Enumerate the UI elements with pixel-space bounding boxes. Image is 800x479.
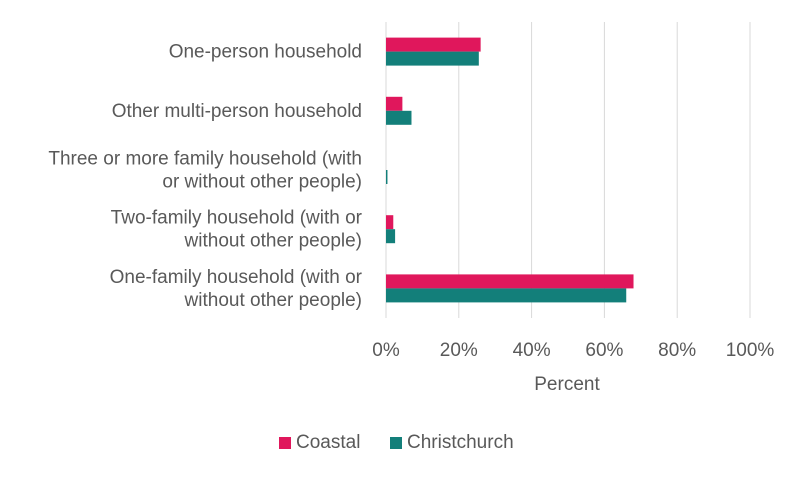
x-axis-ticks: 0% 20% 40% 60% 80% 100% [372, 340, 774, 361]
legend-label-christchurch: Christchurch [407, 432, 514, 453]
x-tick-label: 0% [372, 340, 400, 361]
legend-swatch-christchurch [390, 437, 402, 449]
bar-christchurch-4 [386, 288, 627, 303]
legend-label-coastal: Coastal [296, 432, 360, 453]
category-label: without other people) [184, 290, 362, 311]
bar-christchurch-2 [386, 170, 388, 184]
x-tick-label: 100% [726, 340, 775, 361]
x-axis-title: Percent [534, 374, 600, 395]
x-tick-label: 20% [440, 340, 478, 361]
bar-christchurch-0 [386, 51, 479, 66]
category-label: One-person household [169, 42, 362, 63]
bar-coastal-0 [386, 37, 481, 52]
category-labels: One-person household Other multi-person h… [48, 42, 362, 311]
gridlines [385, 22, 751, 318]
category-label: Other multi-person household [112, 101, 362, 122]
bar-christchurch-1 [386, 110, 412, 125]
x-tick-label: 40% [513, 340, 551, 361]
category-label: or without other people) [162, 172, 362, 193]
bar-christchurch-3 [386, 229, 396, 244]
x-tick-label: 80% [658, 340, 696, 361]
category-label: without other people) [184, 231, 362, 252]
bar-coastal-1 [386, 96, 403, 111]
x-tick-label: 60% [585, 340, 623, 361]
legend-swatch-coastal [279, 437, 291, 449]
category-label: One-family household (with or [110, 267, 363, 288]
bar-coastal-3 [386, 215, 394, 230]
category-label: Two-family household (with or [111, 208, 363, 229]
bar-coastal-4 [386, 274, 634, 289]
category-label: Three or more family household (with [48, 149, 362, 170]
legend: Coastal Christchurch [279, 432, 514, 453]
bars [386, 37, 634, 303]
